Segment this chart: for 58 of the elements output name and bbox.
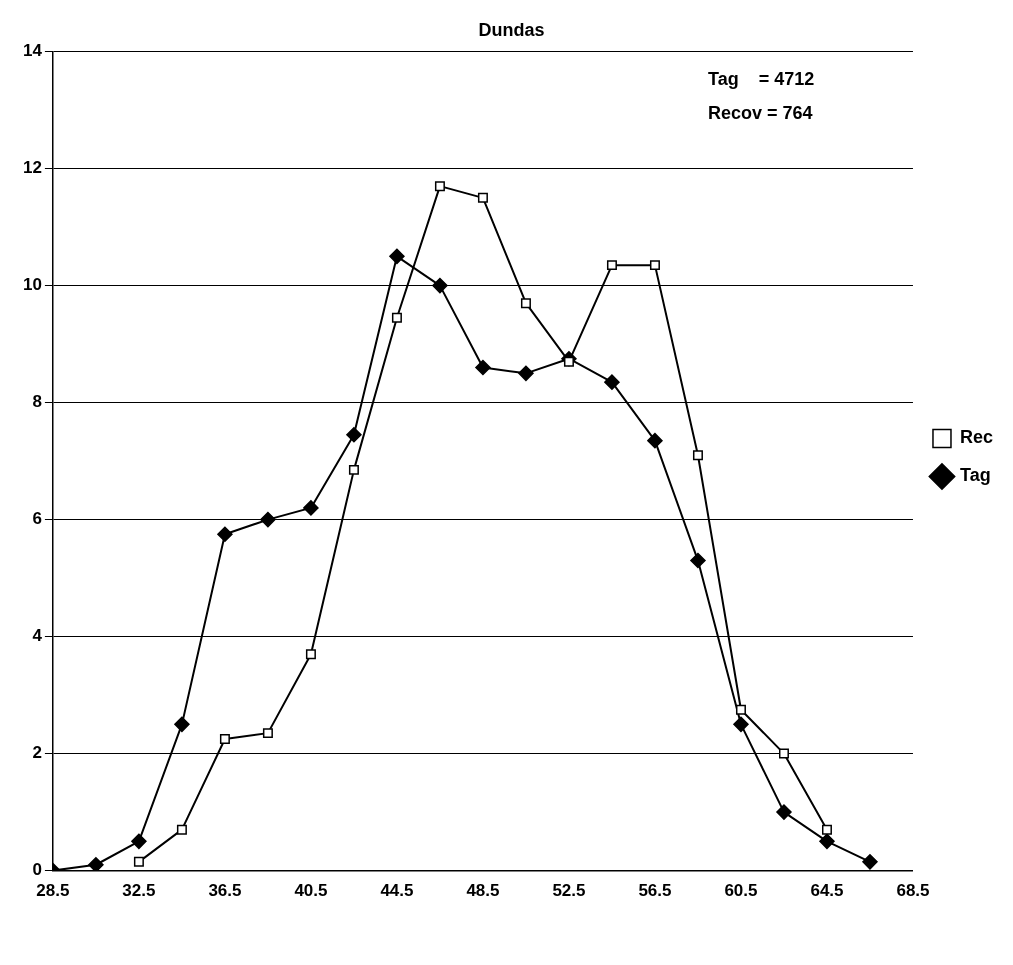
y-tick-label: 8 bbox=[32, 392, 42, 412]
x-tick-label: 52.5 bbox=[552, 881, 586, 901]
point bbox=[821, 824, 832, 835]
x-tick-label: 32.5 bbox=[122, 881, 156, 901]
y-tick-label: 4 bbox=[32, 626, 43, 646]
point bbox=[174, 716, 190, 733]
point bbox=[733, 716, 749, 733]
x-tick-label: 36.5 bbox=[208, 881, 242, 901]
point bbox=[520, 298, 531, 309]
x-tick-label: 64.5 bbox=[810, 881, 844, 901]
point bbox=[477, 192, 488, 203]
point bbox=[649, 260, 660, 271]
point bbox=[303, 500, 319, 516]
y-tick-label: 12 bbox=[22, 158, 42, 178]
annotation: Recov = 764 bbox=[707, 102, 813, 123]
point bbox=[819, 833, 835, 850]
y-tick-label: 0 bbox=[32, 860, 42, 880]
y-tick-label: 10 bbox=[22, 275, 42, 295]
x-tick-label: 44.5 bbox=[380, 881, 414, 901]
x-tick-label: 60.5 bbox=[724, 881, 758, 901]
x-tick-label: 48.5 bbox=[466, 881, 500, 901]
point bbox=[133, 856, 144, 867]
point bbox=[606, 260, 617, 271]
point bbox=[862, 854, 878, 870]
point bbox=[432, 277, 448, 294]
point bbox=[475, 359, 491, 376]
legend-label: Rec bbox=[959, 427, 994, 448]
point bbox=[131, 833, 147, 850]
point bbox=[690, 552, 706, 569]
y-tick-label: 6 bbox=[32, 509, 42, 529]
point bbox=[391, 312, 402, 323]
point bbox=[305, 649, 316, 660]
y-tick-label: 14 bbox=[22, 41, 43, 61]
annotation: Tag = 4712 bbox=[707, 68, 815, 89]
point bbox=[778, 748, 789, 759]
point bbox=[647, 432, 663, 449]
y-tick-label: 2 bbox=[32, 743, 42, 763]
point bbox=[219, 733, 230, 744]
x-tick-label: 68.5 bbox=[896, 881, 930, 901]
point bbox=[176, 824, 187, 835]
point bbox=[604, 374, 620, 390]
point bbox=[518, 365, 534, 382]
point bbox=[348, 464, 359, 475]
point bbox=[735, 704, 746, 715]
point bbox=[260, 511, 276, 528]
legend-label: Tag bbox=[959, 465, 991, 486]
point bbox=[88, 857, 104, 871]
x-tick-label: 56.5 bbox=[638, 881, 672, 901]
point bbox=[262, 728, 273, 739]
point bbox=[217, 526, 233, 542]
point bbox=[434, 181, 445, 192]
point bbox=[692, 450, 703, 461]
point bbox=[346, 427, 362, 443]
point bbox=[389, 248, 405, 265]
x-tick-label: 40.5 bbox=[294, 881, 328, 901]
x-tick-label: 28.5 bbox=[36, 881, 70, 901]
chart-title: Dundas bbox=[478, 19, 545, 40]
point bbox=[776, 804, 792, 820]
